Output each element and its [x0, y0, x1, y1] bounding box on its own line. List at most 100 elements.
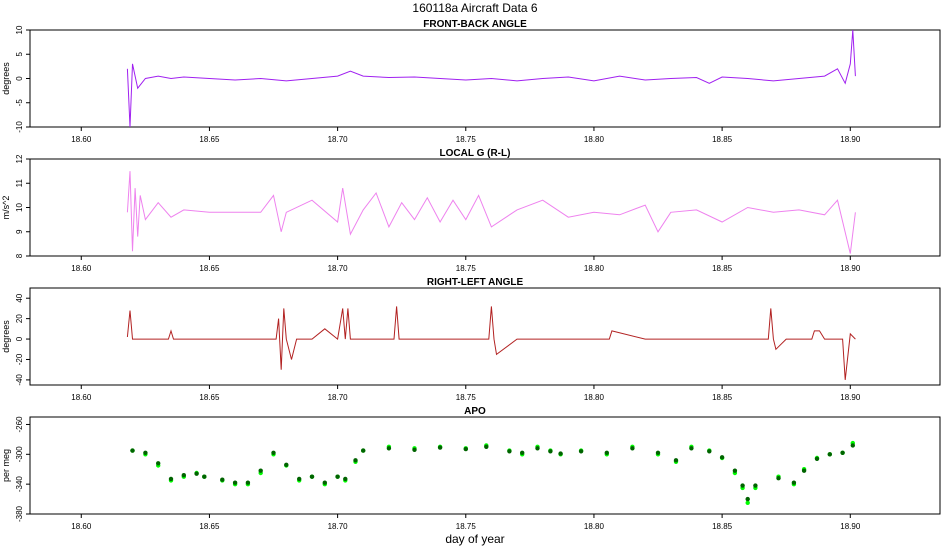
data-point	[232, 480, 238, 485]
data-point	[386, 446, 392, 451]
y-tick-label: 11	[15, 179, 24, 188]
data-point	[181, 473, 186, 478]
x-tick-label: 18.60	[71, 393, 92, 402]
y-axis-label: per meg	[1, 449, 11, 482]
series-line	[126, 29, 856, 128]
x-tick-label: 18.75	[456, 522, 477, 531]
data-point	[507, 449, 512, 454]
x-tick-label: 18.70	[328, 393, 349, 402]
y-tick-label: 9	[15, 229, 24, 234]
data-point	[850, 443, 855, 448]
data-point	[745, 500, 750, 505]
panel-title-front-back-angle: FRONT-BACK ANGLE	[423, 19, 527, 30]
figure-title: 160118a Aircraft Data 6	[412, 1, 538, 15]
data-point	[258, 468, 263, 473]
data-point	[578, 449, 584, 454]
data-point	[791, 480, 797, 485]
data-point	[284, 462, 289, 467]
data-point	[437, 445, 443, 450]
y-tick-label: 20	[15, 314, 24, 323]
data-point	[558, 451, 563, 456]
series-line	[126, 171, 856, 254]
data-point	[343, 476, 348, 482]
x-tick-label: 18.85	[712, 264, 733, 273]
x-tick-label: 18.65	[199, 393, 220, 402]
data-point	[143, 450, 148, 455]
y-tick-label: -40	[15, 374, 24, 386]
y-tick-label: -5	[15, 99, 24, 107]
x-tick-label: 18.85	[712, 135, 733, 144]
x-tick-label: 18.65	[199, 135, 220, 144]
x-tick-label: 18.80	[584, 135, 605, 144]
y-tick-label: -380	[15, 505, 24, 522]
x-tick-label: 18.80	[584, 522, 605, 531]
y-tick-label: 10	[15, 203, 24, 212]
data-point	[827, 452, 832, 457]
y-tick-label: 0	[15, 336, 24, 341]
x-tick-label: 18.80	[584, 264, 605, 273]
data-point	[814, 456, 820, 461]
panel-frame	[29, 158, 941, 257]
data-point	[673, 458, 679, 463]
x-tick-label: 18.60	[71, 522, 92, 531]
data-point	[335, 474, 340, 479]
panel-frame	[29, 287, 941, 386]
y-tick-label: 8	[15, 253, 24, 258]
data-point	[271, 450, 276, 455]
data-point	[309, 474, 315, 479]
y-tick-label: 5	[15, 51, 24, 56]
x-tick-label: 18.85	[712, 522, 733, 531]
data-point	[156, 461, 161, 466]
data-point	[745, 496, 750, 502]
panel-title-apo: APO	[464, 406, 486, 417]
y-tick-label: 0	[15, 76, 24, 81]
x-tick-label: 18.65	[199, 522, 220, 531]
y-tick-label: 10	[15, 25, 24, 34]
data-point	[194, 471, 199, 476]
data-point	[689, 446, 694, 451]
y-tick-label: -20	[15, 353, 24, 365]
x-tick-label: 18.75	[456, 264, 477, 273]
x-tick-label: 18.85	[712, 393, 733, 402]
data-point	[322, 480, 327, 485]
data-point	[801, 468, 807, 473]
x-axis-label: day of year	[445, 532, 505, 546]
data-point	[168, 476, 174, 482]
data-point	[753, 483, 758, 488]
data-point	[719, 455, 725, 460]
x-tick-label: 18.90	[840, 135, 861, 144]
data-point	[707, 449, 712, 454]
panel-title-local-g: LOCAL G (R-L)	[439, 148, 511, 159]
data-point	[732, 468, 738, 473]
data-point	[353, 458, 358, 463]
data-point	[535, 446, 540, 451]
y-tick-label: -260	[15, 416, 24, 433]
data-point	[202, 474, 207, 479]
data-point	[245, 480, 251, 485]
x-tick-label: 18.80	[584, 393, 605, 402]
y-axis-label: degrees	[1, 320, 11, 353]
x-tick-label: 18.60	[71, 135, 92, 144]
data-point	[220, 477, 225, 482]
data-point	[297, 476, 302, 482]
data-point	[604, 450, 609, 455]
data-point	[520, 450, 525, 455]
y-tick-label: -340	[15, 476, 24, 493]
data-point	[484, 444, 489, 449]
series-line	[126, 306, 856, 380]
data-point	[130, 448, 135, 453]
data-point	[630, 446, 635, 451]
data-point	[776, 476, 781, 481]
x-tick-label: 18.60	[71, 264, 92, 273]
y-tick-label: 12	[15, 154, 24, 163]
x-tick-label: 18.75	[456, 393, 477, 402]
x-tick-label: 18.70	[328, 264, 349, 273]
data-point	[740, 483, 745, 488]
y-tick-label: -300	[15, 446, 24, 463]
data-point	[840, 450, 845, 455]
panel-frame	[29, 416, 941, 515]
data-point	[548, 449, 553, 454]
y-tick-label: -10	[15, 121, 24, 133]
x-tick-label: 18.75	[456, 135, 477, 144]
